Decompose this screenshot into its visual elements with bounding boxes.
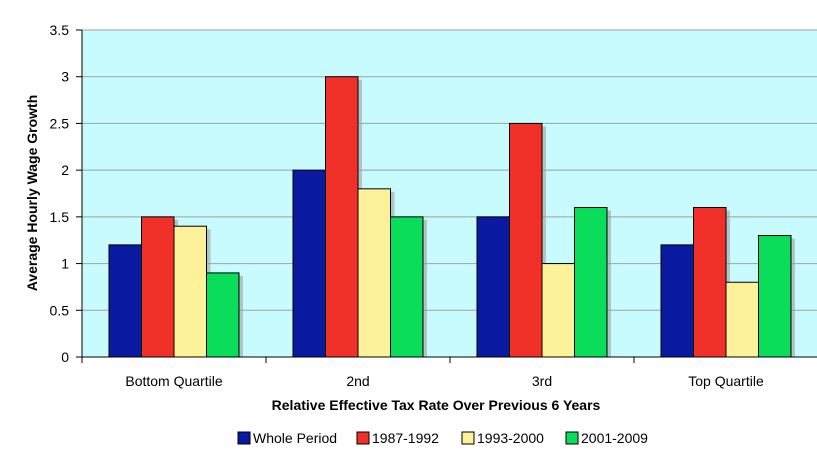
- bar-1987-1992-1: [325, 76, 359, 358]
- y-tick-label: 3: [61, 69, 69, 85]
- y-tick-label: 0.5: [50, 302, 70, 318]
- legend-swatch: [461, 431, 475, 445]
- bar-2001-2009-2: [574, 207, 608, 358]
- y-tick-label: 1: [61, 256, 69, 272]
- y-tick-label: 2.5: [50, 115, 70, 131]
- bar-1993-2000-2: [541, 263, 575, 358]
- y-tick-labels: 0 0.5 1 1.5 2 2.5 3 3.5: [50, 22, 82, 365]
- bar-whole-period-2: [476, 216, 510, 358]
- bar-1987-1992-3: [693, 207, 727, 358]
- bar-whole-period-3: [660, 244, 694, 358]
- y-tick-label: 1.5: [50, 209, 70, 225]
- y-tick-label: 0: [61, 349, 69, 365]
- legend-swatch: [356, 431, 370, 445]
- x-tick-label: Top Quartile: [688, 373, 764, 389]
- bar-2001-2009-1: [390, 216, 424, 358]
- bar-1993-2000-1: [357, 188, 391, 358]
- bar-whole-period-1: [292, 169, 326, 358]
- axes: [81, 30, 817, 363]
- legend-label: 1993-2000: [477, 430, 544, 446]
- legend-swatch: [237, 431, 251, 445]
- legend-label: Whole Period: [253, 430, 337, 446]
- bar-1993-2000-3: [725, 281, 759, 358]
- bar-whole-period-0: [108, 244, 142, 358]
- legend-label: 2001-2009: [581, 430, 648, 446]
- bar-1987-1992-2: [509, 122, 543, 358]
- y-axis-title: Average Hourly Wage Growth: [24, 95, 40, 292]
- bar-1987-1992-0: [141, 216, 175, 358]
- x-tick-label: 2nd: [346, 373, 369, 389]
- bar-2001-2009-0: [206, 272, 240, 358]
- legend: Whole Period 1987-1992 1993-2000 2001-2009: [237, 430, 648, 446]
- legend-label: 1987-1992: [372, 430, 439, 446]
- bar-1993-2000-0: [173, 225, 207, 358]
- x-tick-label: 3rd: [532, 373, 552, 389]
- x-tick-labels: Bottom Quartile 2nd 3rd Top Quartile: [125, 373, 764, 389]
- y-tick-label: 2: [61, 162, 69, 178]
- x-tick-label: Bottom Quartile: [125, 373, 222, 389]
- bars: [108, 76, 795, 358]
- bar-2001-2009-3: [758, 235, 792, 358]
- x-axis-title: Relative Effective Tax Rate Over Previou…: [272, 397, 601, 413]
- y-tick-label: 3.5: [50, 22, 70, 38]
- legend-swatch: [565, 431, 579, 445]
